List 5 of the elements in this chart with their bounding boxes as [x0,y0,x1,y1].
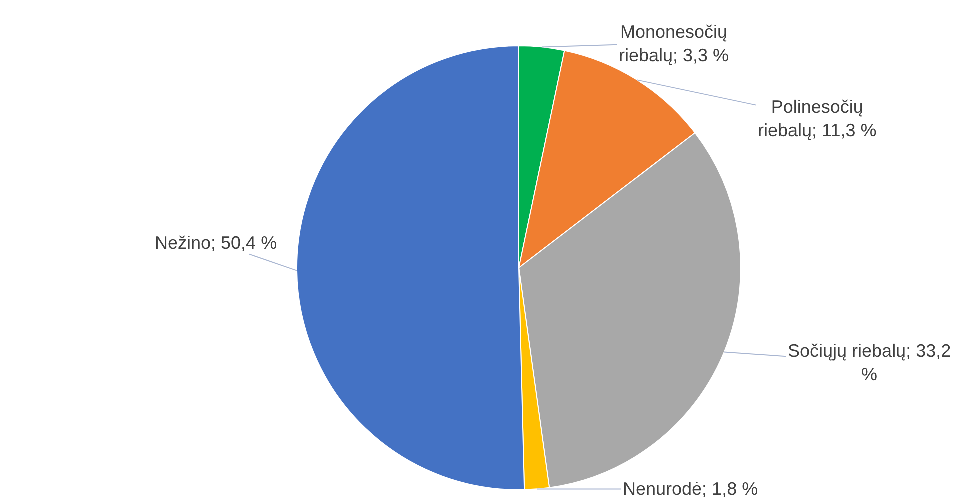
slice-label: Nežino; 50,4 % [155,233,278,253]
slice-label: Sočiųjų riebalų; 33,2 % [788,341,952,384]
slice-label: Nenurodė; 1,8 % [623,479,758,499]
slice-label: Mononesočių riebalų; 3,3 % [619,22,730,66]
slice-label: Polinesočių riebalų; 11,3 % [758,97,877,140]
